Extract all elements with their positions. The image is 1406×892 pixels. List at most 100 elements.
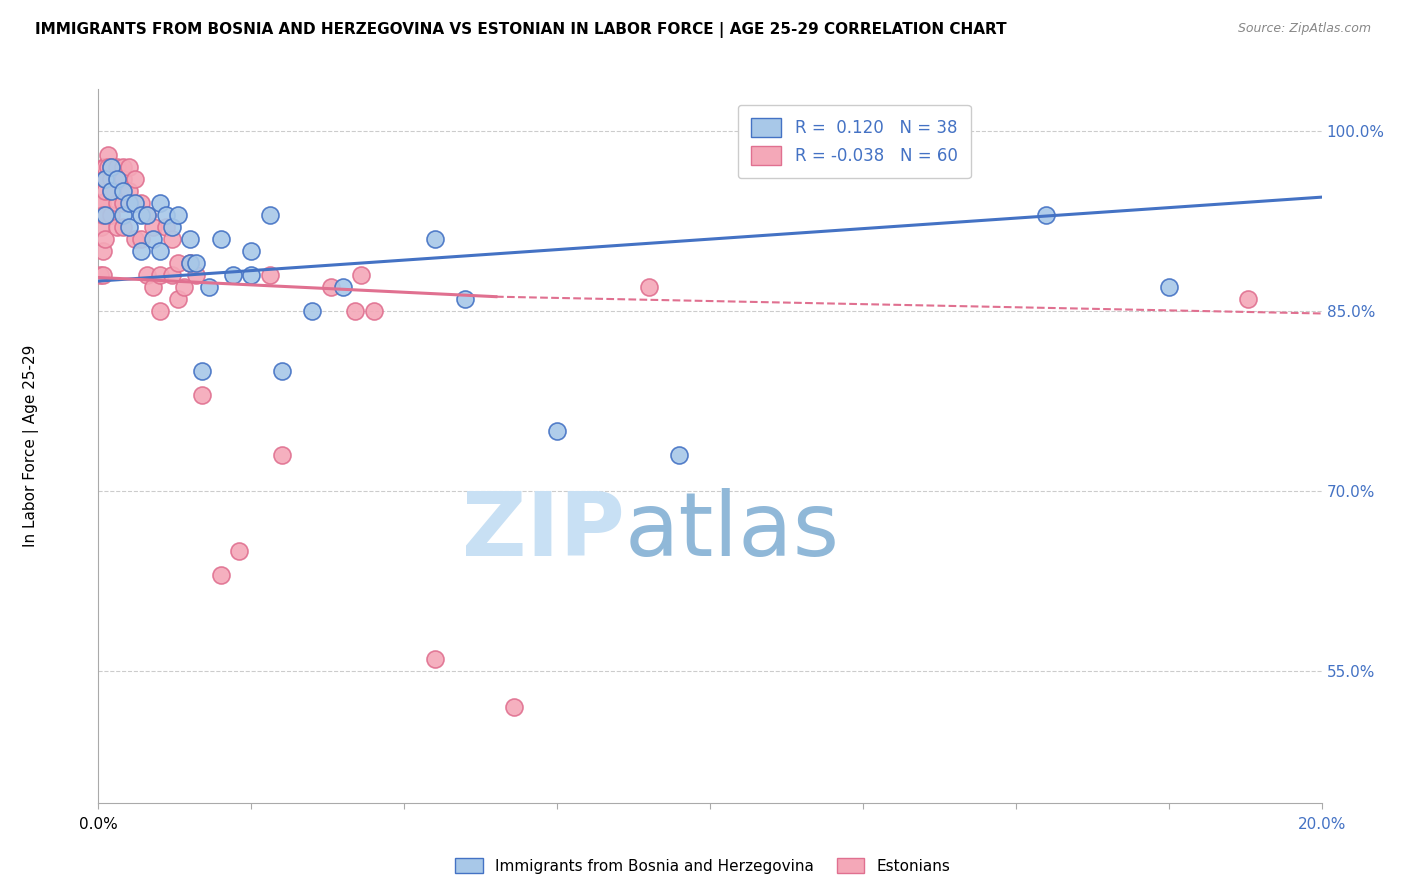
Point (1157, 280, 1180, 294)
Point (1237, 292, 1260, 306)
Point (167, 208, 190, 222)
Text: IMMIGRANTS FROM BOSNIA AND HERZEGOVINA VS ESTONIAN IN LABOR FORCE | AGE 25-29 CO: IMMIGRANTS FROM BOSNIA AND HERZEGOVINA V… (35, 22, 1007, 38)
Point (423, 232, 446, 246)
Point (91, 268, 114, 282)
Point (179, 232, 201, 246)
Legend: Immigrants from Bosnia and Herzegovina, Estonians: Immigrants from Bosnia and Herzegovina, … (450, 852, 956, 880)
Point (111, 220, 134, 235)
Text: ZIP: ZIP (461, 488, 624, 575)
Point (344, 304, 367, 318)
Point (94, 172, 117, 186)
Point (93, 160, 115, 174)
Point (186, 256, 208, 270)
Point (118, 184, 141, 198)
Point (160, 232, 183, 246)
Point (105, 160, 128, 174)
Point (149, 268, 172, 282)
Point (136, 208, 159, 222)
Point (546, 424, 568, 438)
Point (454, 292, 477, 306)
Point (105, 172, 128, 186)
Point (124, 196, 146, 211)
Point (111, 172, 134, 186)
Point (319, 280, 342, 294)
Point (149, 304, 172, 318)
Point (209, 232, 232, 246)
Point (179, 256, 201, 270)
Point (91, 244, 114, 259)
Point (89, 268, 111, 282)
Point (93, 160, 115, 174)
Point (270, 364, 292, 378)
Point (668, 448, 690, 462)
Point (90, 220, 112, 235)
Point (91, 196, 114, 211)
Text: Source: ZipAtlas.com: Source: ZipAtlas.com (1237, 22, 1371, 36)
Point (332, 280, 354, 294)
Point (259, 208, 281, 222)
Text: 0.0%: 0.0% (79, 817, 118, 832)
Text: atlas: atlas (624, 488, 839, 575)
Point (142, 280, 165, 294)
Point (136, 268, 159, 282)
Point (240, 268, 263, 282)
Point (97, 160, 120, 174)
Point (129, 244, 152, 259)
Point (90, 196, 112, 211)
Point (209, 568, 232, 582)
Point (1035, 208, 1057, 222)
Point (155, 220, 177, 235)
Point (124, 232, 146, 246)
Point (100, 184, 122, 198)
Point (93, 208, 115, 222)
Point (118, 196, 141, 211)
Point (124, 172, 146, 186)
Point (97, 148, 120, 162)
Point (350, 268, 373, 282)
Point (93, 184, 115, 198)
Point (96, 172, 118, 186)
Point (167, 292, 190, 306)
Point (105, 220, 128, 235)
Point (179, 256, 201, 270)
Point (142, 232, 165, 246)
Point (118, 220, 141, 235)
Point (363, 304, 385, 318)
Point (136, 208, 159, 222)
Point (111, 160, 134, 174)
Text: 20.0%: 20.0% (1298, 817, 1346, 832)
Point (222, 268, 245, 282)
Point (100, 208, 122, 222)
Point (191, 388, 214, 402)
Point (149, 244, 172, 259)
Point (129, 232, 152, 246)
Point (301, 304, 323, 318)
Point (111, 184, 134, 198)
Point (637, 280, 661, 294)
Point (105, 196, 128, 211)
Point (160, 268, 183, 282)
Point (149, 196, 172, 211)
Point (129, 196, 152, 211)
Point (93, 172, 115, 186)
Point (228, 544, 250, 558)
Point (129, 208, 152, 222)
Point (423, 652, 446, 666)
Point (240, 244, 263, 259)
Point (100, 184, 122, 198)
Legend: R =  0.120   N = 38, R = -0.038   N = 60: R = 0.120 N = 38, R = -0.038 N = 60 (738, 104, 970, 178)
Point (100, 160, 122, 174)
Point (186, 268, 208, 282)
Text: In Labor Force | Age 25-29: In Labor Force | Age 25-29 (22, 345, 39, 547)
Point (91, 208, 114, 222)
Point (173, 280, 195, 294)
Point (100, 160, 122, 174)
Point (197, 280, 219, 294)
Point (111, 196, 134, 211)
Point (105, 172, 128, 186)
Point (118, 160, 141, 174)
Point (270, 448, 292, 462)
Point (111, 208, 134, 222)
Point (191, 364, 214, 378)
Point (259, 268, 281, 282)
